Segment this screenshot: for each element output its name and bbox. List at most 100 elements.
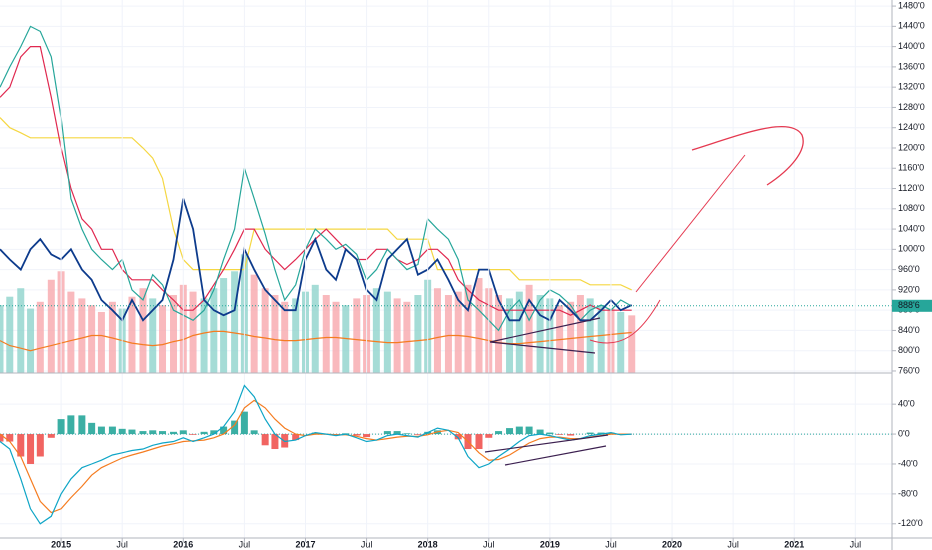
histogram-bar: [139, 431, 147, 435]
histogram-bar: [47, 434, 55, 438]
volume-bar: [17, 288, 25, 373]
last-price-box: [892, 299, 932, 312]
histogram-bar: [261, 434, 269, 446]
histogram-bar: [189, 434, 197, 435]
y-tick-label: 1280'0: [898, 102, 925, 112]
projection-curve: [691, 126, 804, 186]
y-tick-label: 1000'0: [898, 244, 925, 254]
histogram-bar: [0, 434, 4, 442]
volume-bar: [159, 305, 167, 373]
volume-bar: [200, 298, 208, 373]
histogram-bar: [485, 434, 493, 438]
y-tick-label: 1400'0: [898, 41, 925, 51]
series-line: [0, 384, 632, 525]
volume-bar: [97, 311, 105, 373]
histogram-bar: [220, 426, 228, 435]
volume-bar: [515, 291, 523, 373]
x-tick-label: Jul: [361, 539, 373, 549]
volume-bar: [353, 298, 361, 373]
x-tick-label: 2015: [51, 539, 71, 549]
series-line: [0, 399, 632, 514]
cup-curve: [589, 299, 661, 344]
histogram-bar: [383, 431, 391, 435]
volume-bar: [628, 315, 636, 373]
volume-bar: [47, 279, 55, 373]
y-tick-label: -80'0: [898, 488, 918, 498]
histogram-bar: [67, 415, 75, 435]
y-tick-label: 1440'0: [898, 21, 925, 31]
axes: 1480'0 1440'0 1400'0 1360'0 1320'0 1280'0 1240…: [51, 0, 932, 549]
histogram-bar: [108, 426, 116, 435]
histogram-bar: [556, 434, 564, 435]
histogram-bar: [506, 428, 514, 435]
histogram-bar: [6, 434, 14, 442]
y-tick-label: 1080'0: [898, 203, 925, 213]
histogram-bar: [97, 426, 105, 435]
y-tick-label: 0'0: [898, 428, 910, 438]
volume-bar: [414, 295, 422, 373]
y-tick-label: 800'0: [898, 345, 920, 355]
histogram-bar: [546, 432, 554, 435]
volume-bar: [78, 298, 86, 373]
volume-bar: [495, 295, 503, 373]
volume-bar: [322, 295, 330, 373]
volume-bar: [189, 291, 197, 373]
histogram-bar: [36, 434, 44, 457]
histogram-bar: [88, 422, 96, 435]
y-tick-label: 40'0: [898, 399, 915, 409]
volume-bar: [403, 301, 411, 373]
histogram-bar: [567, 434, 575, 436]
volume-bar: [372, 288, 380, 373]
y-tick-label: -40'0: [898, 458, 918, 468]
histogram-bar: [170, 431, 178, 435]
histogram-bar: [128, 429, 136, 435]
last-price-label: 888'6: [898, 300, 920, 310]
volume-bar: [67, 291, 75, 373]
volume-bar: [139, 288, 147, 373]
x-tick-label: Jul: [239, 539, 251, 549]
histogram-bar: [311, 432, 319, 435]
volume-bar: [36, 301, 44, 373]
x-tick-label: Jul: [483, 539, 495, 549]
volume-bar: [220, 278, 228, 373]
histogram-bar: [525, 426, 533, 435]
volume-bar: [536, 295, 544, 373]
x-tick-label: 2020: [662, 539, 682, 549]
histogram-bar: [17, 434, 25, 457]
y-tick-label: 1240'0: [898, 122, 925, 132]
volume-bar: [281, 301, 289, 373]
volume-bar: [444, 295, 452, 373]
series-line: [0, 25, 632, 332]
y-tick-label: 1160'0: [898, 163, 924, 173]
x-tick-label: Jul: [850, 539, 862, 549]
histogram-bar: [240, 411, 248, 435]
x-tick-label: Jul: [605, 539, 617, 549]
y-tick-label: 1480'0: [898, 0, 925, 10]
y-tick-label: 920'0: [898, 284, 920, 294]
marks: [0, 0, 892, 538]
histogram-bar: [78, 415, 86, 435]
x-tick-label: 2019: [540, 539, 560, 549]
x-tick-label: Jul: [727, 539, 739, 549]
series-line: [0, 198, 633, 322]
y-tick-label: 1320'0: [898, 82, 925, 92]
histogram-bar: [403, 433, 411, 435]
volume-bar: [464, 284, 472, 373]
histogram-bar: [292, 434, 300, 441]
y-tick-label: 960'0: [898, 264, 920, 274]
volume-bar: [250, 274, 258, 373]
volume-bar: [128, 296, 136, 373]
x-tick-label: 2016: [173, 539, 193, 549]
volume-bar: [454, 291, 462, 373]
histogram-bar: [271, 434, 279, 450]
volume-bar: [271, 295, 279, 373]
x-tick-label: Jul: [116, 539, 128, 549]
histogram-bar: [454, 434, 462, 440]
y-tick-label: 1040'0: [898, 223, 925, 233]
series-line: [0, 330, 632, 352]
histogram-bar: [27, 434, 35, 464]
y-tick-label: 760'0: [898, 365, 920, 375]
